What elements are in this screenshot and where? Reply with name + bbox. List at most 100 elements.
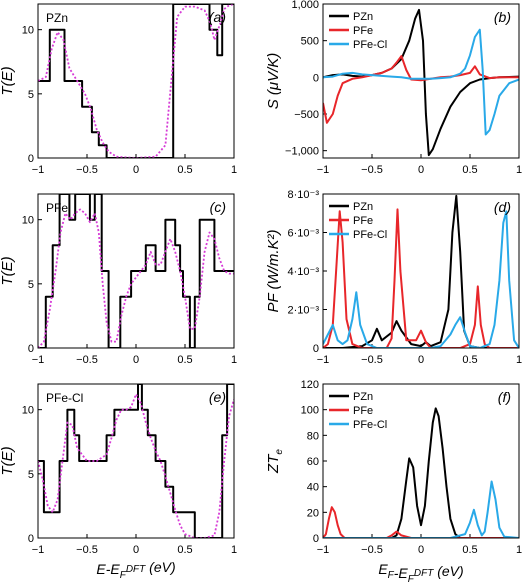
panel-f-ytick-label-2: 40 bbox=[307, 482, 319, 494]
panel-b-label: (b) bbox=[494, 9, 511, 25]
panel-a-xtick-label-4: 1 bbox=[231, 164, 237, 176]
panel-e-system-label: PFe-Cl bbox=[46, 391, 83, 405]
panel-b-series-pfe-cl bbox=[323, 28, 519, 136]
panel-f-ytick-label-5: 100 bbox=[301, 405, 319, 417]
panel-f-legend-label-0: PZn bbox=[353, 391, 373, 403]
panel-f-ytick-label-0: 0 bbox=[313, 533, 319, 545]
panel-a-xtick-label-3: 0.5 bbox=[177, 164, 192, 176]
panel-d-xtick-label-3: 0.5 bbox=[462, 354, 477, 366]
panel-a-frame bbox=[37, 3, 235, 159]
panel-a-series-step bbox=[38, 4, 234, 158]
panel-f-ytick-label-1: 20 bbox=[307, 507, 319, 519]
panel-d-series-pfe bbox=[323, 208, 519, 348]
panel-b-ytick-label-1: 500 bbox=[301, 36, 319, 48]
panel-f-xtick-label-1: −0.5 bbox=[361, 544, 383, 556]
panel-a-system-label: PZn bbox=[46, 11, 68, 25]
panel-f-xtick-label-0: −1 bbox=[317, 544, 330, 556]
panel-d-xtick-label-4: 1 bbox=[516, 354, 522, 366]
panel-c-xtick-label-1: −0.5 bbox=[76, 354, 98, 366]
panel-d-series-pfe-cl bbox=[323, 210, 519, 348]
panel-f-ytick-label-3: 60 bbox=[307, 456, 319, 468]
panel-d-legend-label-2: PFe-Cl bbox=[353, 229, 387, 241]
panel-b-ytick-label-3: −500 bbox=[294, 109, 319, 121]
panel-f-series-pzn bbox=[323, 407, 519, 538]
panel-d-label: (d) bbox=[494, 199, 511, 215]
panel-f-ytick-label-6: 120 bbox=[301, 379, 319, 391]
panel-d-ytick-label-2: 4·10⁻³ bbox=[288, 266, 320, 278]
panel-f-xtick-label-4: 1 bbox=[516, 544, 522, 556]
panel-f-label: (f) bbox=[498, 389, 511, 405]
panel-f-legend-label-1: PFe bbox=[353, 405, 373, 417]
panel-c-xtick-label-0: −1 bbox=[32, 354, 45, 366]
panel-f-ylabel: ZTe bbox=[265, 449, 285, 474]
panel-d-legend-label-0: PZn bbox=[353, 201, 373, 213]
panel-b-legend-label-1: PFe bbox=[353, 25, 373, 37]
panel-c-system-label: PFe bbox=[46, 201, 68, 215]
panel-e-xtick-label-3: 0.5 bbox=[177, 544, 192, 556]
panel-b-ytick-label-4: −1,000 bbox=[285, 146, 319, 158]
panel-d-xtick-label-1: −0.5 bbox=[361, 354, 383, 366]
panel-d-ylabel: PF (W/m.K²) bbox=[265, 229, 282, 312]
panel-c-ytick-label-0: 0 bbox=[28, 343, 34, 355]
panel-e-xtick-label-2: 0 bbox=[133, 544, 139, 556]
panel-f-xlabel: EF-EFDFT (eV) bbox=[378, 561, 463, 585]
panel-f-xtick-label-3: 0.5 bbox=[462, 544, 477, 556]
panel-c-series-dotted bbox=[38, 208, 234, 348]
panel-c-frame bbox=[37, 193, 235, 349]
panel-f-frame bbox=[322, 383, 520, 539]
panel-e-xtick-label-0: −1 bbox=[32, 544, 45, 556]
panel-d-ytick-label-1: 6·10⁻³ bbox=[288, 228, 320, 240]
panel-c-ylabel: T(E) bbox=[0, 256, 16, 285]
panel-b-frame bbox=[322, 3, 520, 159]
panel-f-series-pfe bbox=[323, 506, 519, 538]
panel-c-xtick-label-2: 0 bbox=[133, 354, 139, 366]
panel-e-series-step bbox=[38, 384, 234, 538]
panel-c-series-step bbox=[38, 194, 234, 348]
panel-f-ytick-label-4: 80 bbox=[307, 430, 319, 442]
panel-f-xtick-label-2: 0 bbox=[418, 544, 424, 556]
panel-b-legend-label-0: PZn bbox=[353, 11, 373, 23]
panel-b-xtick-label-3: 0.5 bbox=[462, 164, 477, 176]
panel-b-legend-label-2: PFe-Cl bbox=[353, 39, 387, 51]
panel-a-ytick-label-2: 10 bbox=[22, 25, 34, 37]
panel-a-ytick-label-0: 0 bbox=[28, 153, 34, 165]
panel-e-xtick-label-4: 1 bbox=[231, 544, 237, 556]
panel-a-ytick-label-1: 5 bbox=[28, 89, 34, 101]
panel-e-frame bbox=[37, 383, 235, 539]
panel-b-ylabel: S (μV/K) bbox=[265, 53, 282, 110]
panel-d-frame bbox=[322, 193, 520, 349]
panel-d-ytick-label-4: 0 bbox=[313, 343, 319, 355]
panel-e-ytick-label-1: 5 bbox=[28, 469, 34, 481]
panel-a-xtick-label-0: −1 bbox=[32, 164, 45, 176]
panel-a-ylabel: T(E) bbox=[0, 66, 16, 95]
panel-d-ytick-label-3: 2·10⁻³ bbox=[288, 305, 320, 317]
panel-a-xtick-label-1: −0.5 bbox=[76, 164, 98, 176]
panel-e-ylabel: T(E) bbox=[0, 446, 16, 475]
panel-d-ytick-label-0: 8·10⁻³ bbox=[288, 189, 320, 201]
panel-e-label: (e) bbox=[209, 389, 226, 405]
panel-c-ytick-label-1: 5 bbox=[28, 279, 34, 291]
panel-d-legend-label-1: PFe bbox=[353, 215, 373, 227]
panel-e-series-dotted bbox=[38, 393, 234, 538]
panel-b-xtick-label-2: 0 bbox=[418, 164, 424, 176]
panel-a-series-dotted bbox=[38, 4, 234, 158]
panel-e-xlabel: E-EFDFT (eV) bbox=[96, 559, 175, 581]
panel-f-series-pfe-cl bbox=[323, 480, 519, 538]
panel-b-xtick-label-1: −0.5 bbox=[361, 164, 383, 176]
panel-d-xtick-label-2: 0 bbox=[418, 354, 424, 366]
panel-c-ytick-label-2: 10 bbox=[22, 215, 34, 227]
panel-c-label: (c) bbox=[210, 199, 226, 215]
panel-d-xtick-label-0: −1 bbox=[317, 354, 330, 366]
panel-e-xtick-label-1: −0.5 bbox=[76, 544, 98, 556]
panel-f-legend-label-2: PFe-Cl bbox=[353, 419, 387, 431]
panel-b-ytick-label-0: 1,000 bbox=[291, 0, 319, 11]
panel-b-ytick-label-2: 0 bbox=[313, 72, 319, 84]
panel-a-label: (a) bbox=[209, 9, 226, 25]
panel-c-xtick-label-4: 1 bbox=[231, 354, 237, 366]
panel-b-series-pfe bbox=[323, 55, 519, 124]
panel-e-ytick-label-2: 10 bbox=[22, 405, 34, 417]
panel-b-xtick-label-4: 1 bbox=[516, 164, 522, 176]
panel-e-ytick-label-0: 0 bbox=[28, 533, 34, 545]
panel-d-series-pzn bbox=[323, 194, 519, 348]
